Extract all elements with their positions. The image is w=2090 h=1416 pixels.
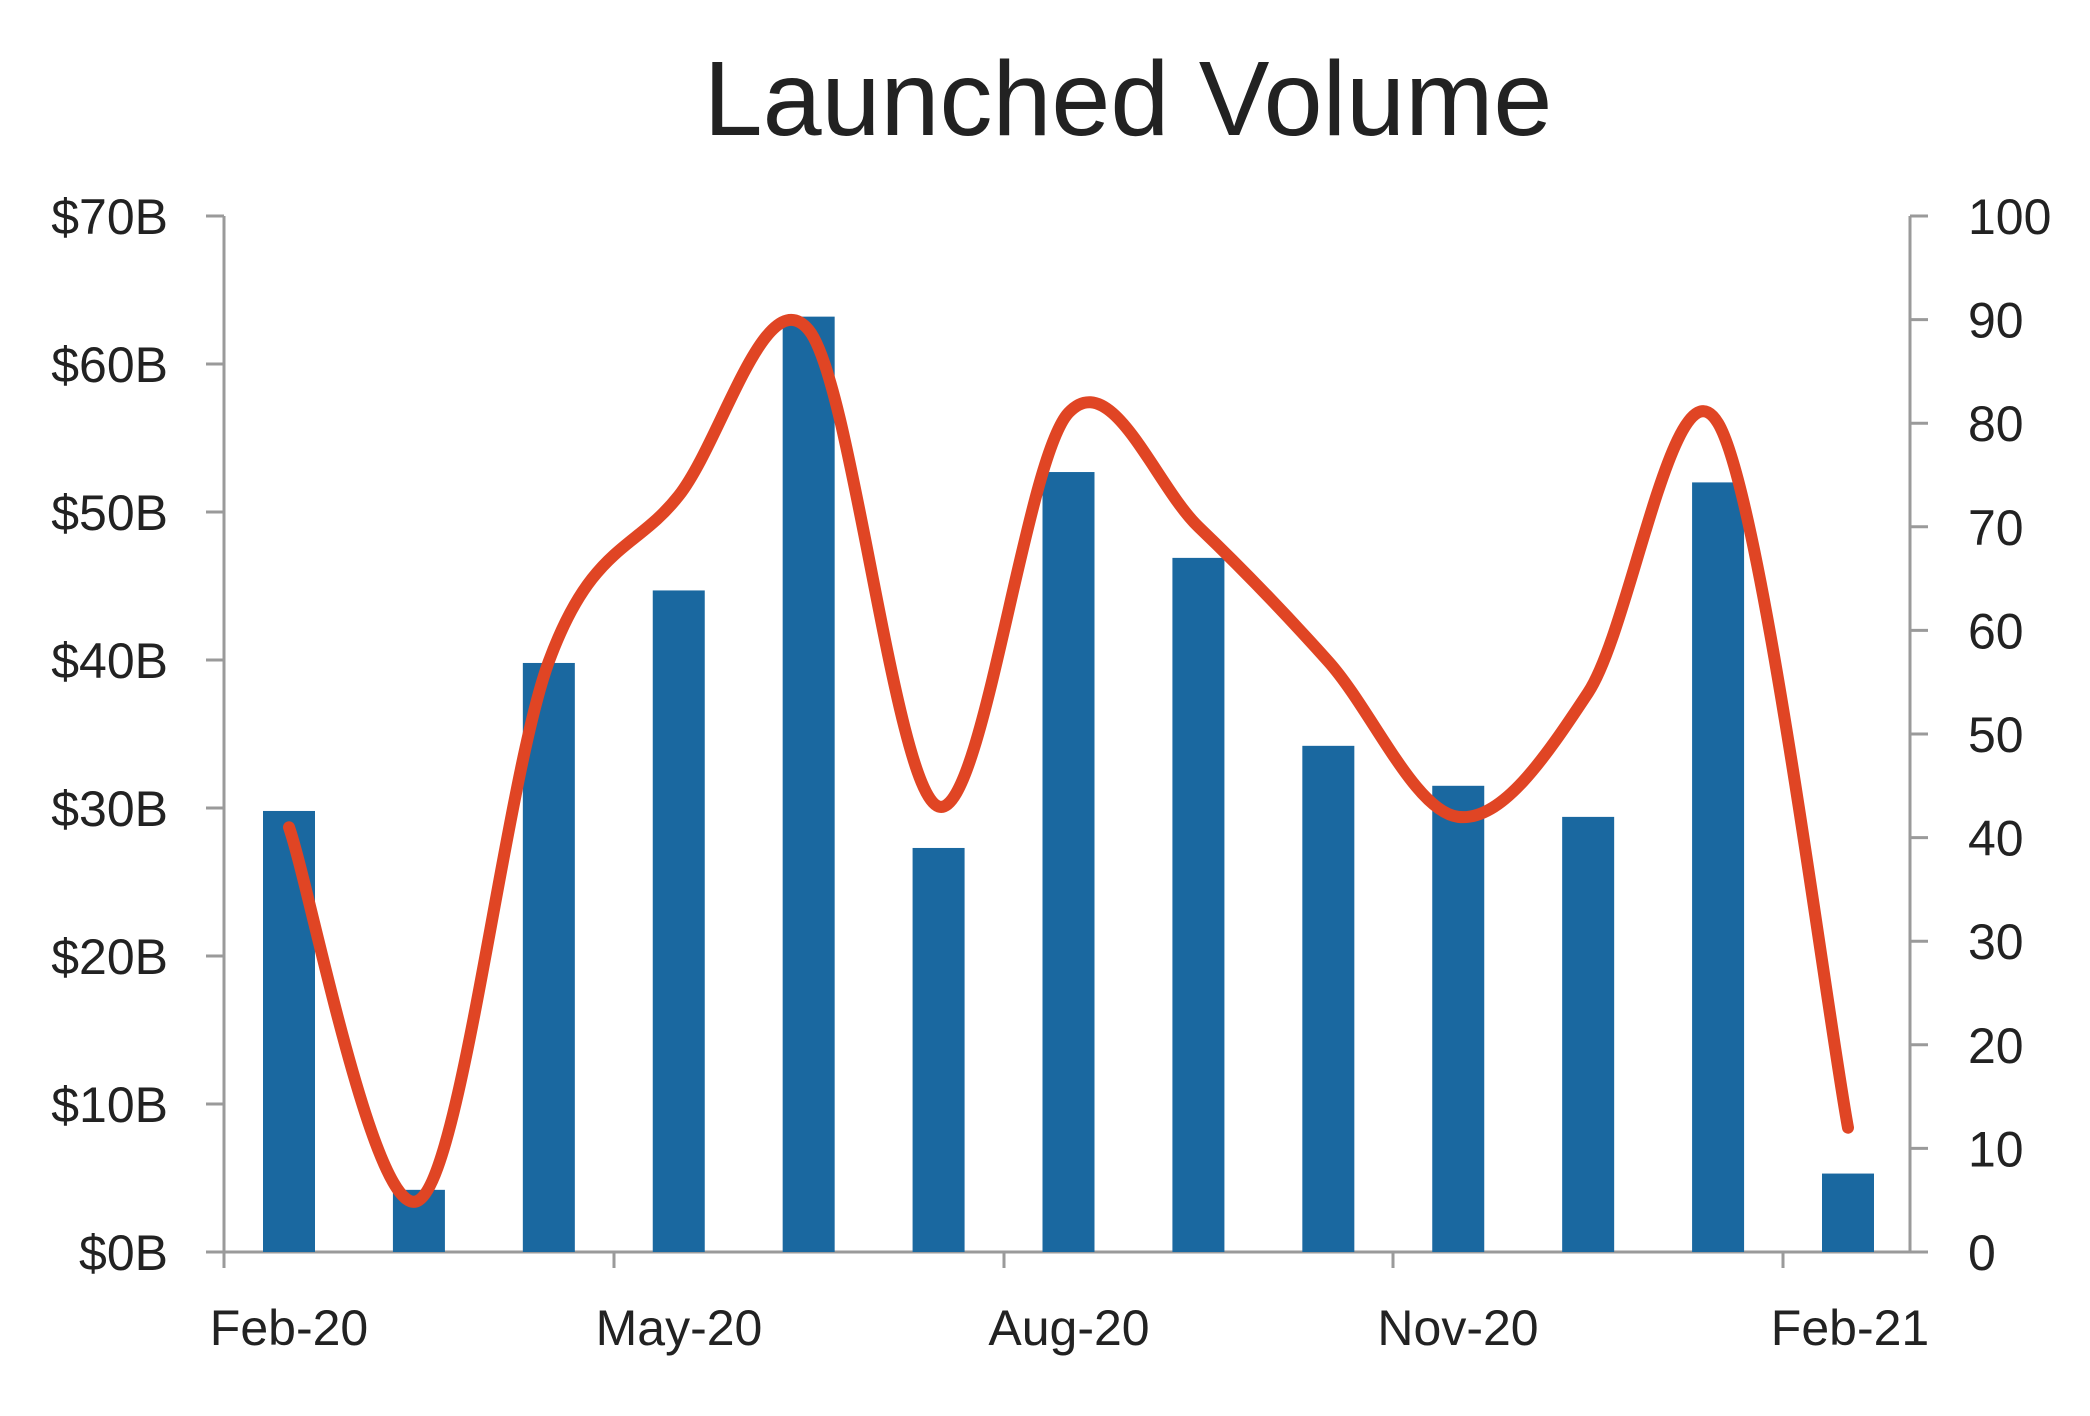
x-tick-label: Feb-20 [210,1300,368,1356]
line-series [283,314,1854,1208]
left-y-ticks: $0B $10B $20B $30B $40B $50B $60B $70B [51,189,224,1281]
x-tick-label: Feb-21 [1771,1300,1929,1356]
x-ticks: Feb-20 May-20 Aug-20 Nov-20 Feb-21 [210,1252,1929,1356]
left-tick-label: $70B [51,189,168,245]
bar-Oct-20 [1302,745,1355,1252]
right-tick-label: 20 [1968,1018,2024,1074]
bar-Apr-20 [522,662,575,1252]
chart-title: Launched Volume [704,40,1553,158]
right-tick-label: 50 [1968,707,2024,763]
bar-May-20 [652,590,705,1252]
right-tick-label: 10 [1968,1121,2024,1177]
right-tick-label: 60 [1968,603,2024,659]
left-tick-label: $0B [79,1225,168,1281]
x-tick-label: Nov-20 [1377,1300,1538,1356]
bar-Jun-20 [782,316,835,1252]
left-tick-label: $60B [51,337,168,393]
right-tick-label: 30 [1968,914,2024,970]
x-tick-label: May-20 [596,1300,763,1356]
right-tick-label: 0 [1968,1225,1996,1281]
right-tick-label: 40 [1968,811,2024,867]
right-tick-label: 100 [1968,189,2051,245]
left-tick-label: $10B [51,1077,168,1133]
bar-Aug-20 [1042,472,1095,1252]
left-tick-label: $20B [51,929,168,985]
right-tick-label: 90 [1968,293,2024,349]
bar-Nov-20 [1432,785,1485,1252]
bar-Feb-21 [1822,1173,1874,1252]
left-tick-label: $50B [51,485,168,541]
bar-Jan-21 [1692,482,1745,1252]
bar-Dec-20 [1562,816,1615,1252]
right-y-ticks: 0 10 20 30 40 50 60 70 80 90 100 [1910,189,2051,1281]
x-tick-label: Aug-20 [988,1300,1149,1356]
bar-series [263,316,1874,1252]
right-tick-label: 70 [1968,500,2024,556]
right-tick-label: 80 [1968,396,2024,452]
left-tick-label: $30B [51,781,168,837]
bar-Sep-20 [1172,557,1225,1252]
left-tick-label: $40B [51,633,168,689]
bar-Jul-20 [912,847,965,1252]
